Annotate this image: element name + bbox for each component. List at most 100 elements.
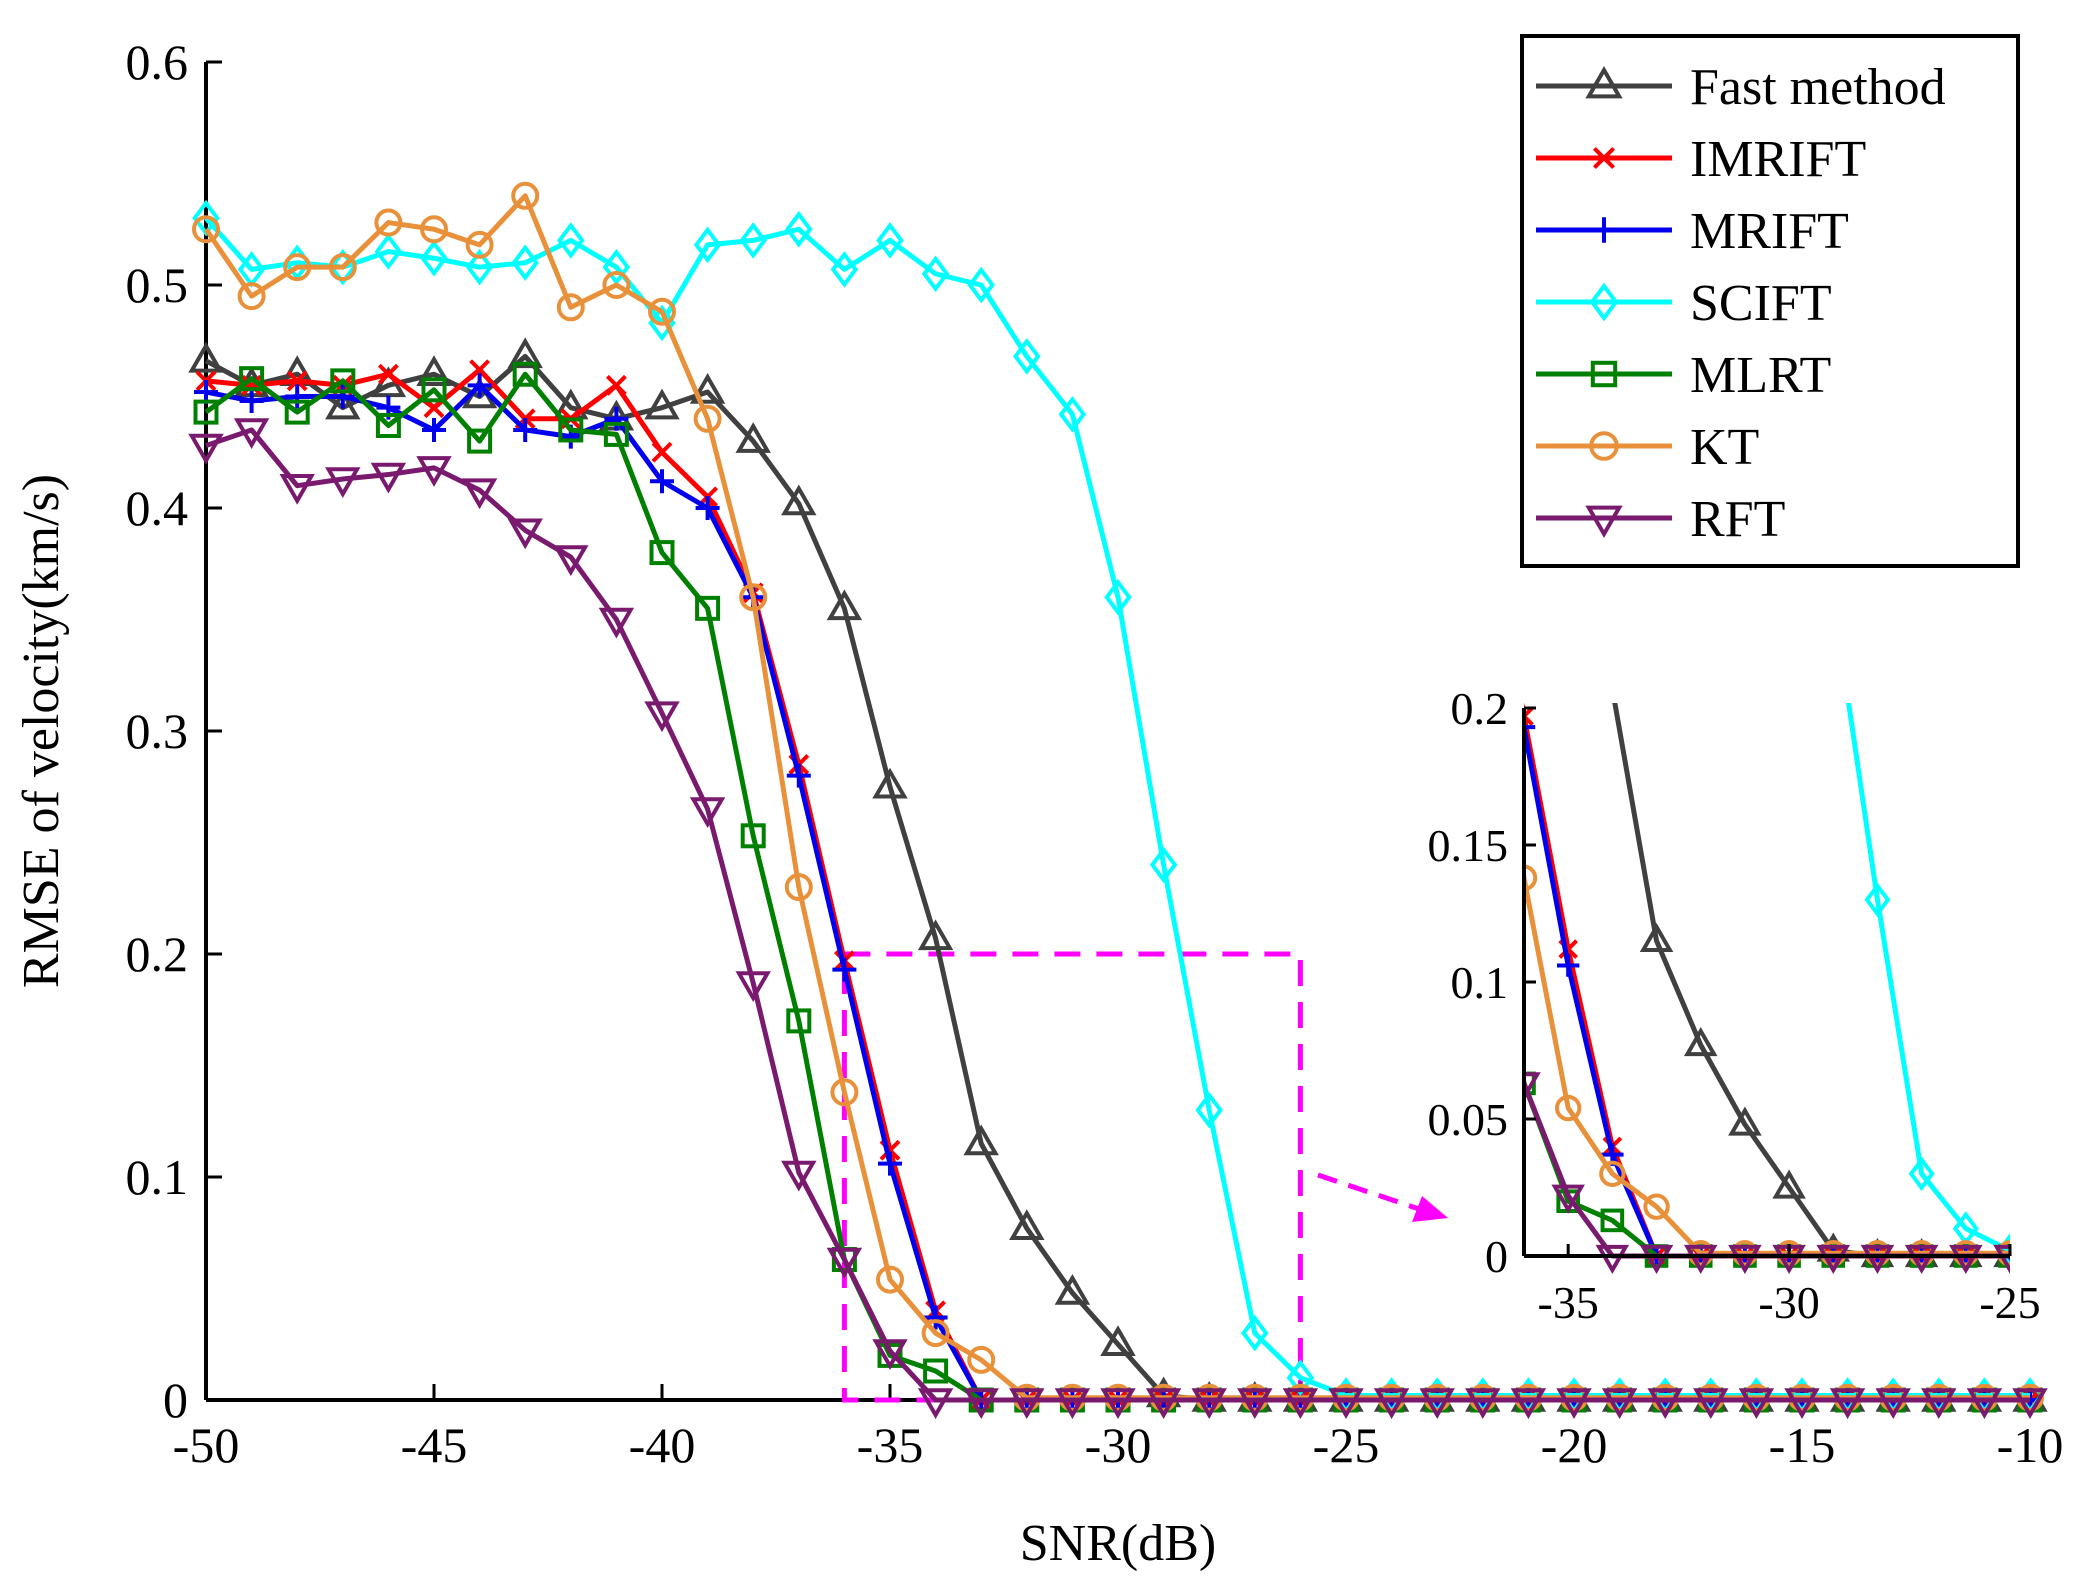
data-point bbox=[2012, 1388, 2048, 1420]
inset-x-tick-label: -30 bbox=[1758, 1277, 1819, 1328]
inset-data-point bbox=[1904, 1244, 1939, 1275]
legend-label: MRIFT bbox=[1690, 203, 1849, 260]
data-point bbox=[511, 181, 540, 210]
data-point bbox=[422, 417, 446, 442]
data-point bbox=[420, 239, 448, 277]
legend-label: Fast method bbox=[1690, 59, 1946, 116]
legend-item: MRIFT bbox=[1536, 203, 1849, 260]
x-tick-label: -10 bbox=[1997, 1417, 2064, 1473]
data-point bbox=[1738, 1388, 1775, 1420]
data-point bbox=[1419, 1388, 1455, 1420]
data-point bbox=[188, 433, 224, 465]
data-point bbox=[416, 456, 452, 487]
data-point bbox=[923, 1358, 949, 1384]
data-point bbox=[830, 1078, 859, 1107]
inset-data-point bbox=[1993, 1244, 2010, 1275]
data-point bbox=[1875, 1388, 1911, 1420]
data-point bbox=[648, 297, 676, 326]
series-group bbox=[188, 181, 2048, 1420]
legend-item: MLRT bbox=[1536, 347, 1831, 404]
x-axis-title: SNR(dB) bbox=[1020, 1515, 1216, 1572]
data-point bbox=[1195, 1091, 1223, 1129]
inset-data-point bbox=[1816, 1244, 1851, 1275]
y-tick-label: 0 bbox=[163, 1372, 188, 1428]
data-point bbox=[239, 366, 265, 392]
y-tick-label: 0.3 bbox=[126, 703, 189, 759]
data-point bbox=[1647, 1388, 1683, 1420]
x-tick-label: -20 bbox=[1541, 1417, 1608, 1473]
data-point bbox=[739, 222, 767, 259]
x-tick-label: -35 bbox=[857, 1417, 924, 1473]
inset-x-tick-label: -35 bbox=[1538, 1277, 1599, 1328]
data-point bbox=[284, 399, 310, 425]
data-point bbox=[279, 473, 315, 505]
x-tick-label: -30 bbox=[1085, 1417, 1152, 1473]
series-rft bbox=[188, 418, 2048, 1420]
data-point bbox=[1373, 1388, 1410, 1420]
data-point bbox=[193, 399, 219, 425]
data-point bbox=[1058, 396, 1087, 433]
data-point bbox=[239, 388, 264, 413]
data-point bbox=[876, 222, 904, 259]
data-point bbox=[370, 462, 407, 494]
data-point bbox=[557, 222, 585, 259]
inset-data-point bbox=[1949, 1244, 1983, 1275]
zoom-box bbox=[841, 951, 1303, 1403]
data-point bbox=[1286, 1359, 1315, 1397]
data-point bbox=[192, 215, 220, 244]
legend-marker bbox=[1585, 505, 1623, 539]
inset-y-tick-label: 0.15 bbox=[1428, 820, 1509, 871]
data-point bbox=[786, 1008, 812, 1034]
legend-marker bbox=[1591, 217, 1617, 243]
legend-item: IMRIFT bbox=[1536, 131, 1866, 188]
data-point bbox=[1556, 1388, 1592, 1420]
data-point bbox=[558, 417, 584, 443]
data-point bbox=[328, 253, 357, 282]
data-point bbox=[650, 469, 674, 494]
data-point bbox=[1601, 1388, 1638, 1420]
inset-data-point bbox=[1556, 954, 1580, 977]
data-point bbox=[695, 595, 721, 621]
data-point bbox=[917, 1388, 954, 1420]
data-point bbox=[1104, 578, 1132, 616]
data-point bbox=[1237, 1388, 1273, 1420]
inset-data-point bbox=[1639, 922, 1674, 952]
legend-label: RFT bbox=[1690, 491, 1785, 548]
inset-data-point bbox=[1908, 1156, 1935, 1192]
data-point bbox=[1966, 1388, 2003, 1420]
inset-background bbox=[1524, 708, 2010, 1256]
inset-data-point bbox=[1600, 1208, 1625, 1233]
legend-marker bbox=[1589, 282, 1619, 322]
data-point bbox=[461, 478, 498, 510]
legend-item: RFT bbox=[1536, 491, 1785, 548]
x-tick-label: -15 bbox=[1769, 1417, 1836, 1473]
data-point bbox=[598, 607, 635, 639]
data-point bbox=[649, 540, 675, 566]
data-point bbox=[1328, 1388, 1364, 1420]
data-point bbox=[285, 384, 310, 409]
data-point bbox=[553, 545, 589, 577]
main-plot: -50 -45 -40 -35 -30 -25 -20 -15 -10 0 0.1 0.2 0.3 0.4… bbox=[13, 34, 2063, 1572]
data-point bbox=[512, 361, 538, 387]
data-point bbox=[735, 422, 771, 453]
data-point bbox=[507, 337, 543, 369]
data-point bbox=[233, 418, 270, 449]
inset-data-point bbox=[1639, 1244, 1674, 1275]
data-point bbox=[693, 226, 722, 264]
data-point bbox=[1693, 1388, 1729, 1420]
legend-label: SCIFT bbox=[1690, 275, 1832, 332]
zoom-arrow-head bbox=[1412, 1196, 1448, 1222]
data-point bbox=[286, 370, 308, 392]
data-point bbox=[465, 230, 494, 259]
data-point bbox=[967, 1345, 996, 1374]
inset-data-point bbox=[1772, 1169, 1806, 1199]
data-point bbox=[1149, 846, 1178, 884]
data-point bbox=[330, 384, 355, 409]
data-point bbox=[325, 388, 361, 420]
data-point bbox=[1054, 1273, 1091, 1305]
y-tick-label: 0.6 bbox=[126, 34, 189, 90]
y-tick-label: 0.4 bbox=[126, 480, 189, 536]
inset-data-point bbox=[1864, 882, 1891, 918]
data-point bbox=[1241, 1314, 1269, 1352]
data-point bbox=[467, 373, 492, 398]
